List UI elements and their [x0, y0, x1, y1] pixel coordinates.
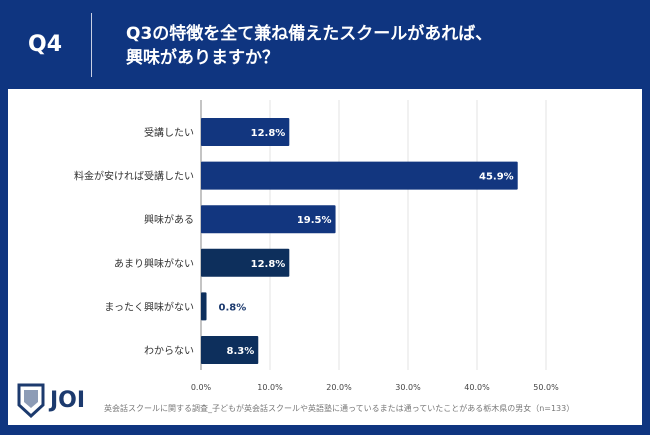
- data-label: 45.9%: [479, 172, 514, 183]
- question-number: Q4: [28, 32, 63, 57]
- logo-text: JOI: [50, 387, 86, 413]
- category-label: まったく興味がない: [104, 300, 194, 313]
- title-line-2: 興味がありますか？: [126, 48, 279, 68]
- bar: [201, 118, 290, 146]
- x-tick-label: 30.0%: [395, 383, 421, 392]
- category-label: わからない: [144, 345, 194, 357]
- chart-panel: [8, 89, 642, 425]
- data-label: 19.5%: [297, 215, 332, 226]
- title-line-1: Q3の特徴を全て兼ね備えたスクールがあれば、: [126, 24, 493, 44]
- bar: [201, 205, 336, 234]
- shield-logo-icon: [17, 383, 45, 418]
- category-label: 料金が安ければ受講したい: [74, 170, 194, 183]
- bar: [201, 336, 259, 364]
- page-title: Q3の特徴を全て兼ね備えたスクールがあれば、 興味がありますか？: [126, 22, 626, 70]
- x-tick-label: 20.0%: [326, 383, 352, 392]
- divider: [91, 13, 92, 77]
- x-tick-label: 50.0%: [533, 383, 559, 392]
- x-tick-label: 40.0%: [464, 383, 490, 392]
- category-label: 受講したい: [144, 126, 194, 139]
- joi-logo: JOI: [16, 382, 85, 418]
- category-label: あまり興味がない: [114, 257, 194, 270]
- x-tick-label: 10.0%: [257, 383, 283, 392]
- x-tick-label: 0.0%: [191, 383, 212, 392]
- data-label: 12.8%: [251, 128, 286, 139]
- survey-note: 英会話スクールに関する調査_子どもが英会話スクールや英語塾に通っているまたは通っ…: [104, 404, 575, 413]
- bar: [201, 248, 290, 277]
- category-label: 興味がある: [144, 213, 194, 226]
- data-label: 0.8%: [219, 302, 247, 313]
- bar: [201, 161, 518, 190]
- data-label: 12.8%: [251, 259, 286, 270]
- data-label: 8.3%: [227, 346, 255, 357]
- bar: [201, 292, 207, 321]
